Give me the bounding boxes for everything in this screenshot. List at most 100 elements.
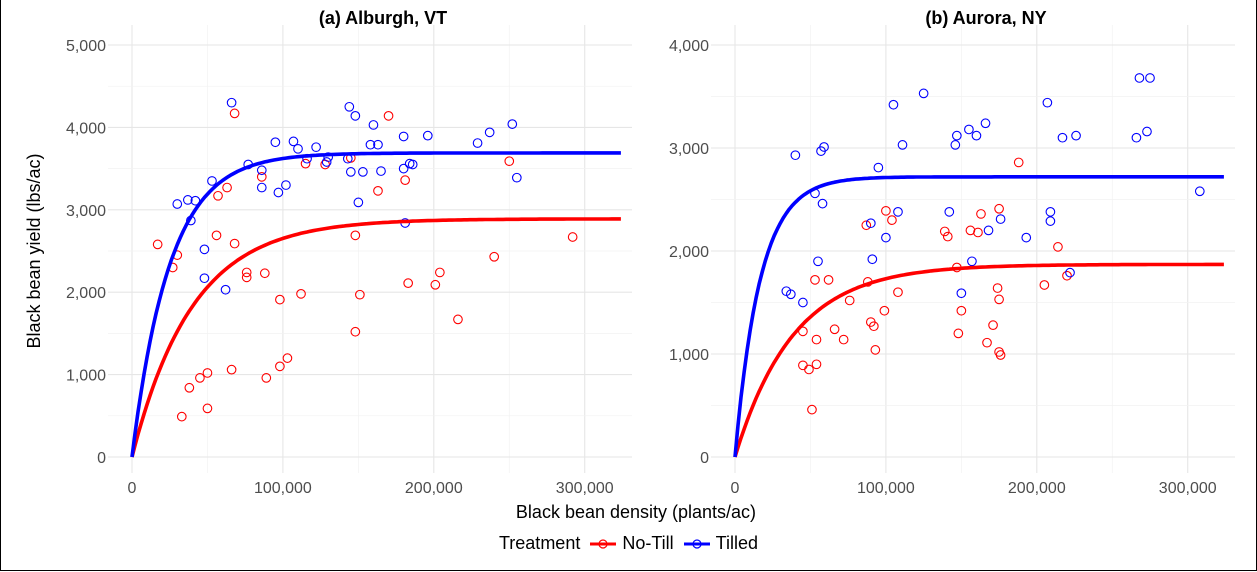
panel-1-point-tilled [293, 143, 303, 154]
panel-2-point-no-till [1039, 280, 1050, 290]
panel-2-x-tick-label: 300,000 [1159, 480, 1217, 497]
legend-item-tilled: Tilled [682, 533, 758, 554]
legend-item-no-till: No-Till [588, 533, 674, 554]
panel-2-point-tilled [1042, 97, 1053, 108]
panel-1-point-tilled [353, 197, 364, 208]
panel-2-title: (b) Aurora, NY [925, 8, 1046, 28]
panel-1-point-no-till [435, 267, 445, 278]
panel-1-point-tilled [398, 131, 409, 142]
panel-1-y-tick-label: 1,000 [66, 368, 106, 385]
panel-2-point-no-till [893, 287, 903, 298]
panel-2-point-tilled [819, 142, 829, 152]
panel-2-point-no-till [965, 225, 976, 236]
panel-2-point-no-till [804, 364, 814, 375]
panel-2-point-no-till [1053, 242, 1063, 252]
panel-2-point-tilled [785, 289, 796, 300]
panel-1-point-no-till [222, 182, 232, 193]
panel-1-x-tick-label: 300,000 [556, 480, 614, 497]
panel-1-x-tick-label: 100,000 [254, 480, 312, 497]
panel-1-point-no-till [504, 156, 515, 167]
panel-2-point-no-till [868, 321, 879, 332]
panel-1-fit-line-tilled [130, 151, 621, 458]
panel-2-point-no-till [798, 360, 808, 371]
panel-1-point-no-till [202, 368, 213, 378]
panel-1-point-tilled [199, 244, 210, 255]
panel-1-point-no-till [282, 353, 293, 363]
panel-1-point-tilled [321, 157, 332, 167]
panel-2-point-tilled [967, 256, 977, 267]
panel-2-y-tick-label: 3,000 [669, 141, 709, 158]
panel-2-fit-line-no-till [733, 262, 1224, 458]
panel-1-x-tick-label: 200,000 [405, 480, 463, 497]
panel-2-y-tick-label: 1,000 [669, 347, 709, 364]
panel-2-point-no-till [810, 274, 820, 285]
panel-1-point-no-till [259, 268, 270, 279]
panel-2-point-tilled [798, 297, 808, 308]
panel-2-point-tilled [944, 207, 955, 217]
panel-2-point-no-till [953, 328, 964, 339]
panel-2-point-no-till [887, 215, 897, 225]
panel-2-point-no-till [994, 294, 1004, 305]
panel-2-point-no-till [838, 334, 849, 345]
panel-2-point-tilled [867, 254, 878, 265]
panel-2-point-tilled [980, 118, 991, 129]
panel-1-point-tilled [323, 152, 334, 162]
panel-1-point-no-till [195, 373, 205, 383]
panel-1-y-tick-label: 4,000 [66, 120, 106, 137]
panel-1-point-tilled [365, 139, 376, 150]
panel-1-point-tilled [511, 172, 522, 183]
panel-1-point-no-till [567, 232, 578, 242]
panel-1-point-tilled [350, 111, 361, 121]
panel-2-point-no-till [995, 350, 1006, 360]
panel-2-point-no-till [994, 203, 1004, 214]
panel-2-point-tilled [813, 256, 823, 267]
panel-2-point-no-till [939, 226, 950, 237]
panel-1-point-no-till [213, 190, 223, 201]
panel-2-point-tilled [1194, 186, 1205, 197]
legend-label-tilled: Tilled [715, 533, 759, 553]
panel-1-point-tilled [172, 199, 183, 209]
panel-1-point-no-till [403, 278, 414, 288]
panel-1-point-no-till [152, 239, 163, 250]
panel-1-point-tilled [256, 165, 267, 176]
panel-2-point-tilled [888, 99, 899, 110]
panel-2-point-no-till [829, 324, 840, 335]
panel-2-fit-line-tilled [733, 175, 1224, 458]
panel-1-point-no-till [300, 158, 311, 169]
panel-1-point-no-till [226, 364, 237, 375]
panel-1-point-no-till [453, 314, 463, 325]
panel-2-point-tilled [1065, 267, 1075, 278]
panel-2-x-tick-label: 100,000 [857, 480, 915, 497]
panel-2-point-tilled [1057, 132, 1068, 143]
panel-1-y-tick-label: 5,000 [66, 38, 106, 55]
panel-2-point-tilled [881, 232, 891, 243]
panel-1-point-no-till [400, 175, 410, 185]
no-till-legend-icon [590, 538, 617, 549]
panel-2-point-tilled [1131, 132, 1142, 143]
panel-2-point-no-till [1013, 157, 1024, 168]
panel-2-x-tick-label: 200,000 [1008, 480, 1066, 497]
panel-2-point-tilled [1145, 73, 1155, 83]
panel-2-point-tilled [951, 130, 962, 141]
panel-2-point-no-till [982, 337, 992, 348]
panel-1-point-no-till [430, 279, 441, 290]
panel-2-point-tilled [817, 198, 828, 209]
panel-1-point-tilled [256, 182, 267, 193]
panel-1-point-tilled [226, 97, 237, 108]
panel-2-point-no-till [973, 227, 983, 238]
panel-2-point-tilled [1021, 232, 1032, 243]
panel-2-point-no-till [1062, 270, 1072, 281]
panel-2-y-tick-label: 4,000 [669, 38, 709, 55]
panel-1-point-no-till [261, 373, 272, 383]
panel-1-point-no-till [256, 171, 267, 182]
x-axis-label: Black bean density (plants/ac) [516, 502, 756, 522]
panel-2-point-tilled [1134, 73, 1145, 83]
panel-1-fit-line-no-till [130, 217, 621, 458]
panel-2-point-no-till [881, 205, 891, 216]
panel-1-point-tilled [288, 136, 299, 147]
legend: Treatment No-Till Tilled [0, 533, 1257, 554]
panel-1-point-no-till [202, 403, 213, 414]
panel-1-point-tilled [344, 101, 355, 112]
legend-title: Treatment [498, 533, 581, 553]
